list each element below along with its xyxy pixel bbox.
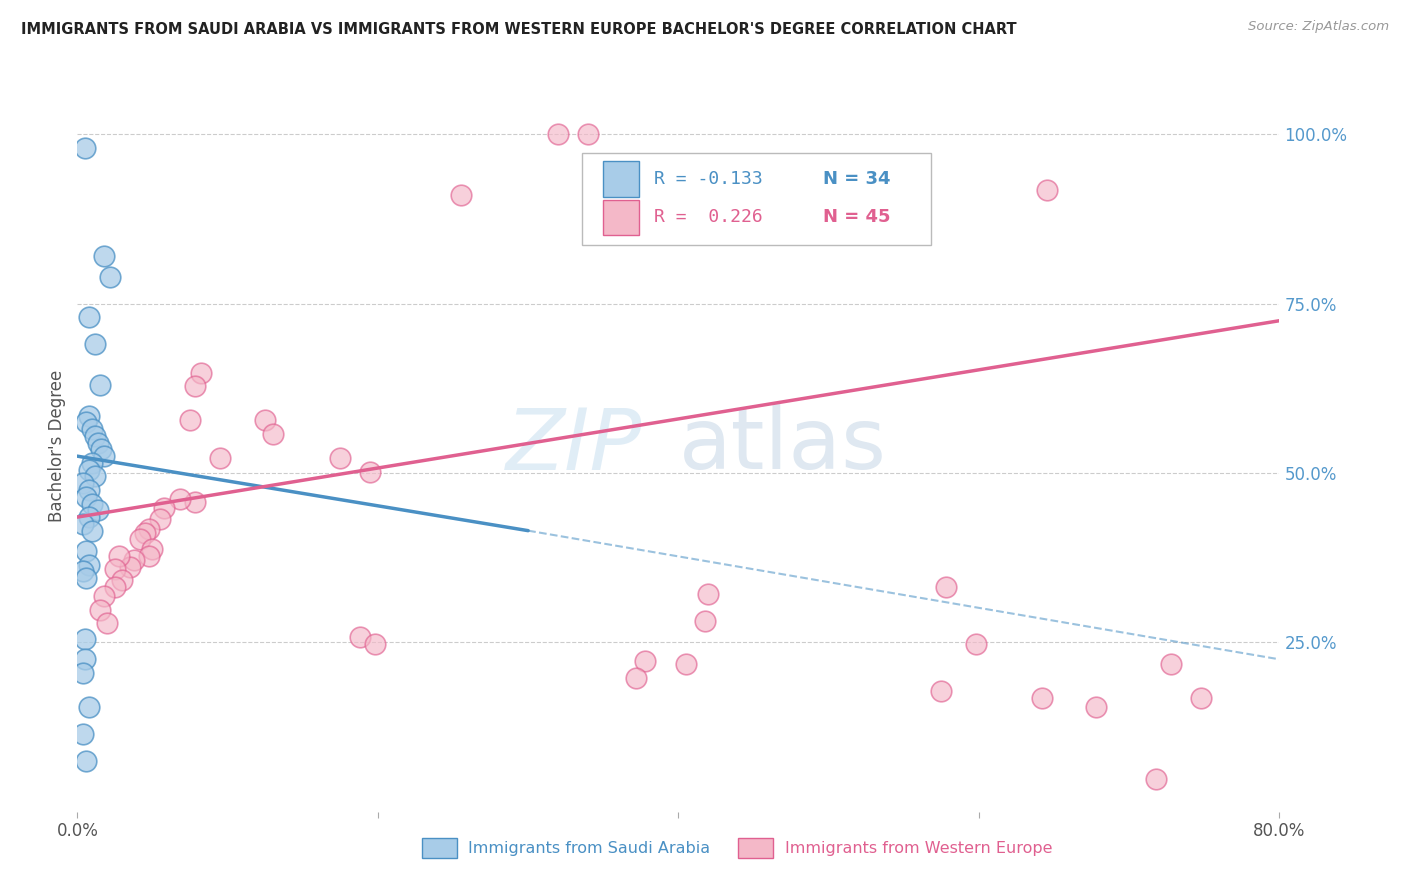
Point <box>183 379 205 393</box>
Point <box>141 541 163 556</box>
Point <box>695 614 717 628</box>
Text: R = -0.133: R = -0.133 <box>654 170 763 188</box>
Text: N = 45: N = 45 <box>823 208 890 226</box>
Point <box>104 580 127 594</box>
Point <box>254 413 277 427</box>
Point <box>108 549 131 563</box>
Point <box>1144 772 1167 787</box>
Point <box>87 503 110 517</box>
Point <box>75 571 97 585</box>
Point <box>79 483 101 497</box>
Point <box>82 524 104 538</box>
Point <box>72 516 94 531</box>
Bar <box>422 838 457 858</box>
Point <box>149 512 172 526</box>
Point <box>84 337 107 351</box>
Point <box>82 456 104 470</box>
Point <box>124 553 146 567</box>
Point <box>111 573 134 587</box>
Point <box>73 652 96 666</box>
Point <box>169 491 191 506</box>
Point <box>75 754 97 768</box>
Point <box>72 564 94 578</box>
Point <box>634 654 657 668</box>
FancyBboxPatch shape <box>582 153 931 245</box>
Bar <box>738 838 773 858</box>
Point <box>697 587 720 601</box>
Point <box>93 590 115 604</box>
Point <box>96 616 118 631</box>
Point <box>84 469 107 483</box>
Point <box>262 426 284 441</box>
Point <box>75 544 97 558</box>
Point <box>138 522 160 536</box>
Point <box>209 451 232 466</box>
Point <box>1160 657 1182 671</box>
Text: IMMIGRANTS FROM SAUDI ARABIA VS IMMIGRANTS FROM WESTERN EUROPE BACHELOR'S DEGREE: IMMIGRANTS FROM SAUDI ARABIA VS IMMIGRAN… <box>21 22 1017 37</box>
Point <box>190 366 212 380</box>
Point <box>79 409 101 423</box>
Point <box>84 429 107 443</box>
Point <box>1189 690 1212 705</box>
Point <box>183 494 205 508</box>
Point <box>675 657 697 671</box>
Text: atlas: atlas <box>679 404 886 488</box>
Point <box>1035 183 1057 197</box>
Point <box>93 449 115 463</box>
Bar <box>603 200 638 235</box>
Bar <box>603 161 638 196</box>
Point <box>118 559 141 574</box>
Y-axis label: Bachelor's Degree: Bachelor's Degree <box>48 370 66 522</box>
Point <box>138 549 160 563</box>
Point <box>89 603 111 617</box>
Point <box>72 665 94 680</box>
Point <box>79 558 101 572</box>
Point <box>82 422 104 436</box>
Point <box>87 435 110 450</box>
Point <box>329 451 352 466</box>
Text: N = 34: N = 34 <box>823 170 890 188</box>
Point <box>73 141 96 155</box>
Point <box>1031 690 1053 705</box>
Point <box>450 188 472 202</box>
Point <box>349 630 371 644</box>
Point <box>79 510 101 524</box>
Point <box>73 632 96 646</box>
Point <box>547 128 569 142</box>
Point <box>79 310 101 325</box>
Point <box>1085 699 1108 714</box>
Point <box>72 727 94 741</box>
Point <box>134 525 156 540</box>
Point <box>576 128 599 142</box>
Point <box>72 476 94 491</box>
Point <box>359 465 381 479</box>
Text: Immigrants from Western Europe: Immigrants from Western Europe <box>785 841 1052 855</box>
Point <box>104 562 127 576</box>
Point <box>129 533 152 547</box>
Point <box>179 413 201 427</box>
Point <box>935 580 957 594</box>
Point <box>153 501 176 516</box>
Text: Source: ZipAtlas.com: Source: ZipAtlas.com <box>1249 20 1389 33</box>
Point <box>75 490 97 504</box>
Point <box>931 684 953 698</box>
Point <box>75 415 97 429</box>
Point <box>90 442 112 457</box>
Point <box>100 269 122 284</box>
Point <box>89 378 111 392</box>
Point <box>626 671 648 685</box>
Point <box>79 463 101 477</box>
Point <box>82 497 104 511</box>
Point <box>93 249 115 263</box>
Text: ZIP: ZIP <box>506 404 643 488</box>
Point <box>79 699 101 714</box>
Point <box>364 637 387 651</box>
Text: Immigrants from Saudi Arabia: Immigrants from Saudi Arabia <box>468 841 710 855</box>
Point <box>965 637 987 651</box>
Text: R =  0.226: R = 0.226 <box>654 208 763 226</box>
